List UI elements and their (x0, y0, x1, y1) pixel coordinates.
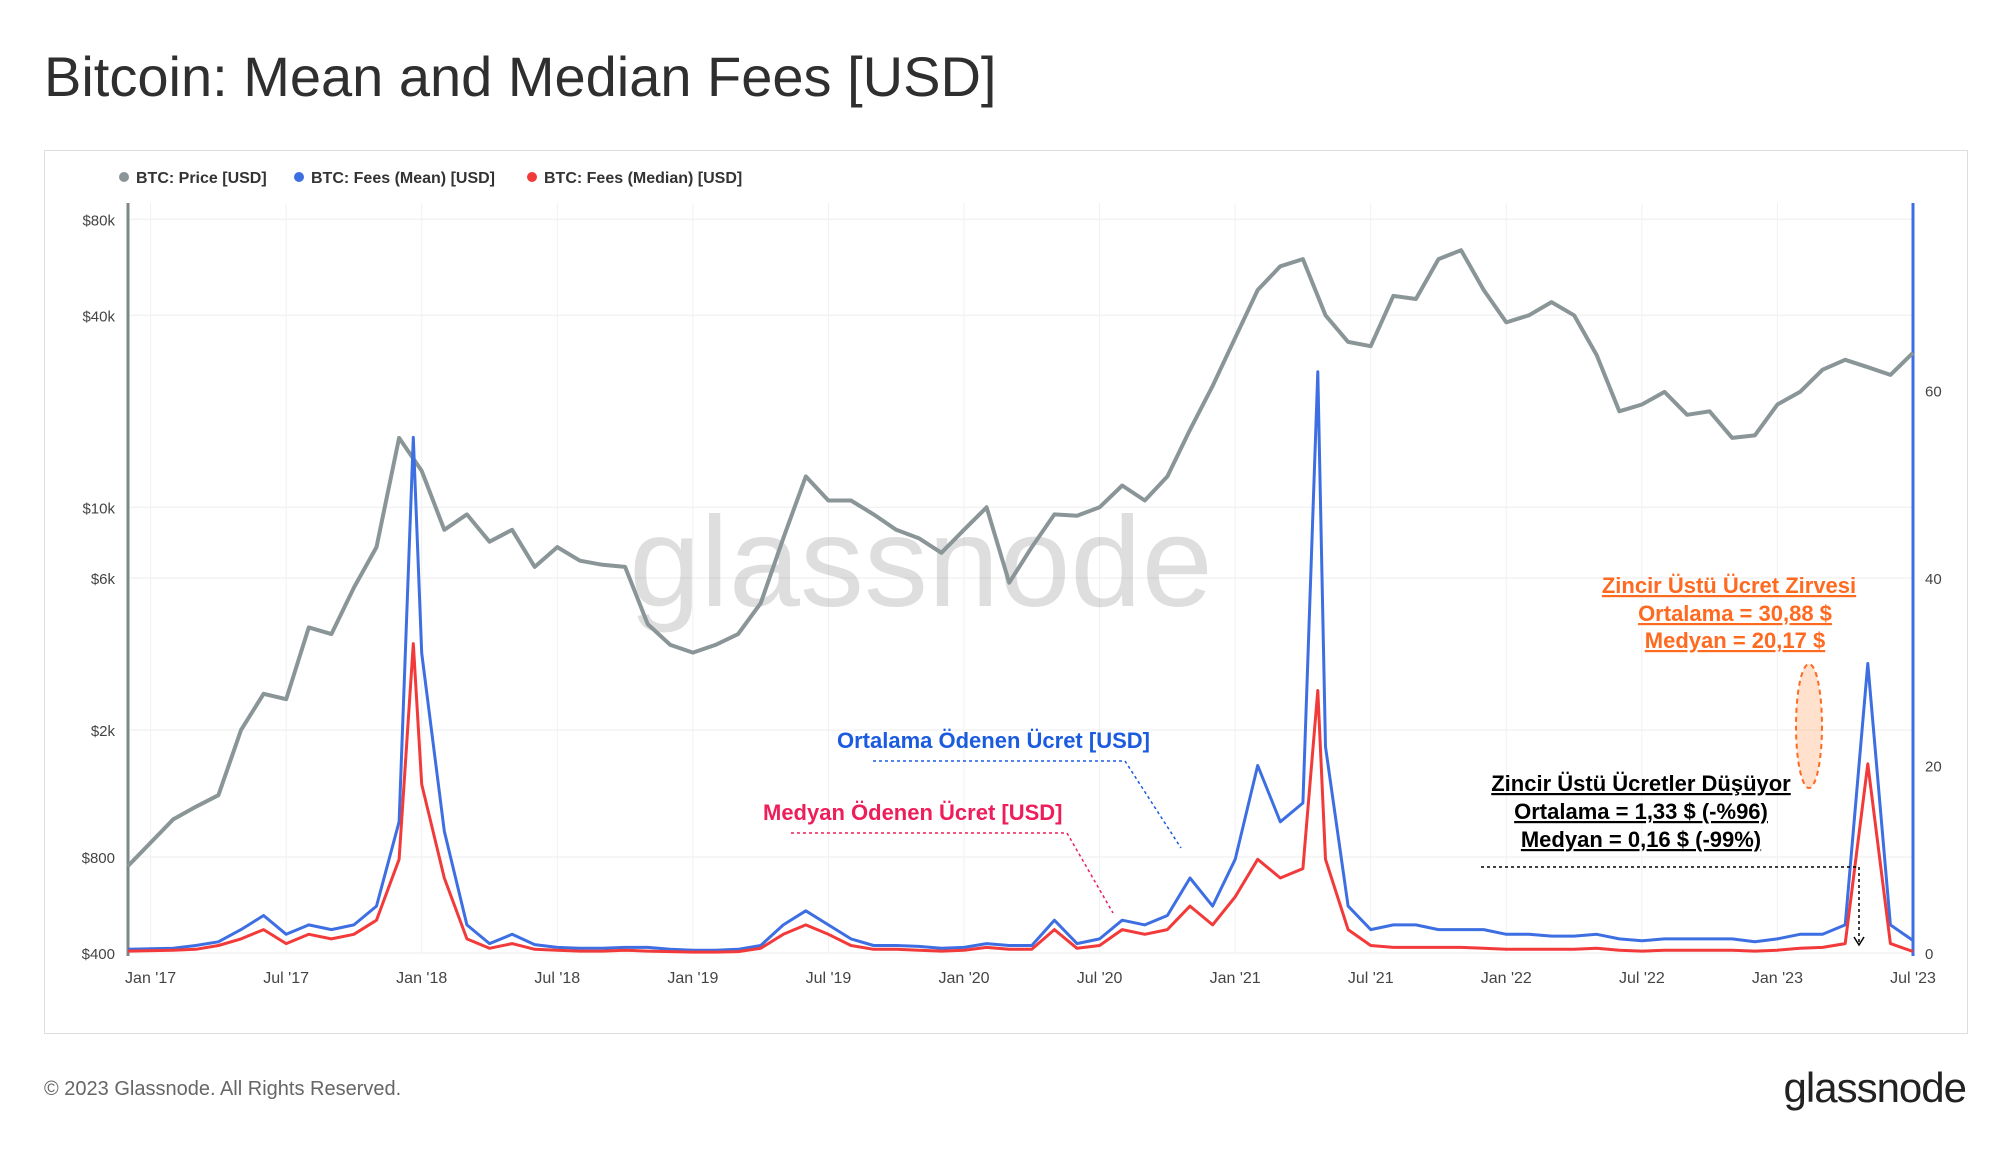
annotation-drop-line-3: Medyan = 0,16 $ (-99%) (1521, 827, 1761, 852)
annotation-drop-line-2: Ortalama = 1,33 $ (-%96) (1514, 799, 1768, 824)
x-tick-label: Jan '20 (938, 970, 989, 987)
left-tick-label: $800 (82, 850, 115, 867)
series-line-mean (127, 370, 1914, 952)
page-title: Bitcoin: Mean and Median Fees [USD] (44, 45, 997, 108)
annotation-peak-line-3: Medyan = 20,17 $ (1645, 628, 1825, 653)
right-tick-label: 0 (1925, 946, 1933, 963)
right-axis-ticks: 0 20 40 60 (1925, 384, 1942, 964)
left-tick-label: $2k (91, 723, 116, 740)
right-tick-label: 40 (1925, 571, 1942, 588)
left-tick-label: $400 (82, 946, 115, 963)
legend-swatch-median (527, 172, 537, 182)
x-tick-label: Jul '18 (534, 970, 580, 987)
left-tick-label: $10k (82, 500, 115, 517)
copyright: © 2023 Glassnode. All Rights Reserved. (44, 1078, 402, 1100)
legend-swatch-price (119, 172, 129, 182)
grid (128, 203, 1914, 954)
legend-label-mean[interactable]: BTC: Fees (Mean) [USD] (311, 170, 495, 187)
x-tick-label: Jan '18 (396, 970, 447, 987)
x-tick-label: Jan '22 (1481, 970, 1532, 987)
right-tick-label: 60 (1925, 384, 1942, 401)
left-tick-label: $40k (82, 308, 115, 325)
legend-label-price[interactable]: BTC: Price [USD] (136, 170, 267, 187)
right-tick-label: 20 (1925, 759, 1942, 776)
series-line-median (127, 642, 1914, 954)
x-tick-label: Jul '19 (806, 970, 852, 987)
annotation-peak-line-1: Zincir Üstü Ücret Zirvesi (1602, 573, 1856, 598)
x-tick-label: Jul '20 (1077, 970, 1123, 987)
annotation-mean-leader (873, 760, 1182, 849)
x-tick-label: Jan '23 (1752, 970, 1803, 987)
annotation-drop-line-1: Zincir Üstü Ücretler Düşüyor (1491, 771, 1791, 796)
annotation-drop-arrow (1853, 936, 1865, 947)
legend: BTC: Price [USD] BTC: Fees (Mean) [USD] … (119, 170, 742, 187)
x-axis-ticks: Jan '17 Jul '17 Jan '18 Jul '18 Jan '19 Jul '… (125, 970, 1936, 987)
brand-logo: glassnode (1783, 1064, 1967, 1111)
left-tick-label: $6k (91, 571, 116, 588)
annotation-peak-highlight (1795, 663, 1823, 789)
x-tick-label: Jul '23 (1890, 970, 1936, 987)
chart-svg: BTC: Price [USD] BTC: Fees (Mean) [USD] … (82, 170, 1942, 987)
annotation-peak-line-2: Ortalama = 30,88 $ (1638, 601, 1832, 626)
x-tick-label: Jul '21 (1348, 970, 1394, 987)
x-tick-label: Jan '19 (667, 970, 718, 987)
watermark: glassnode (629, 491, 1213, 634)
chart-card: BTC: Price [USD] BTC: Fees (Mean) [USD] … (44, 150, 1968, 1034)
annotations: Ortalama Ödenen Ücret [USD] Medyan Ödene… (763, 573, 1865, 947)
annotation-median-label: Medyan Ödenen Ücret [USD] (763, 800, 1063, 825)
x-tick-label: Jan '21 (1210, 970, 1261, 987)
legend-label-median[interactable]: BTC: Fees (Median) [USD] (544, 170, 742, 187)
annotation-median-leader (791, 832, 1114, 914)
series-line-price (126, 248, 1915, 868)
left-axis-ticks: $400 $800 $2k $6k $10k $40k $80k (82, 212, 116, 963)
x-tick-label: Jul '17 (263, 970, 309, 987)
x-tick-label: Jul '22 (1619, 970, 1665, 987)
left-tick-label: $80k (82, 212, 115, 229)
x-tick-label: Jan '17 (125, 970, 176, 987)
legend-swatch-mean (294, 172, 304, 182)
annotation-mean-label: Ortalama Ödenen Ücret [USD] (837, 728, 1150, 753)
annotation-drop-leader (1481, 866, 1860, 943)
